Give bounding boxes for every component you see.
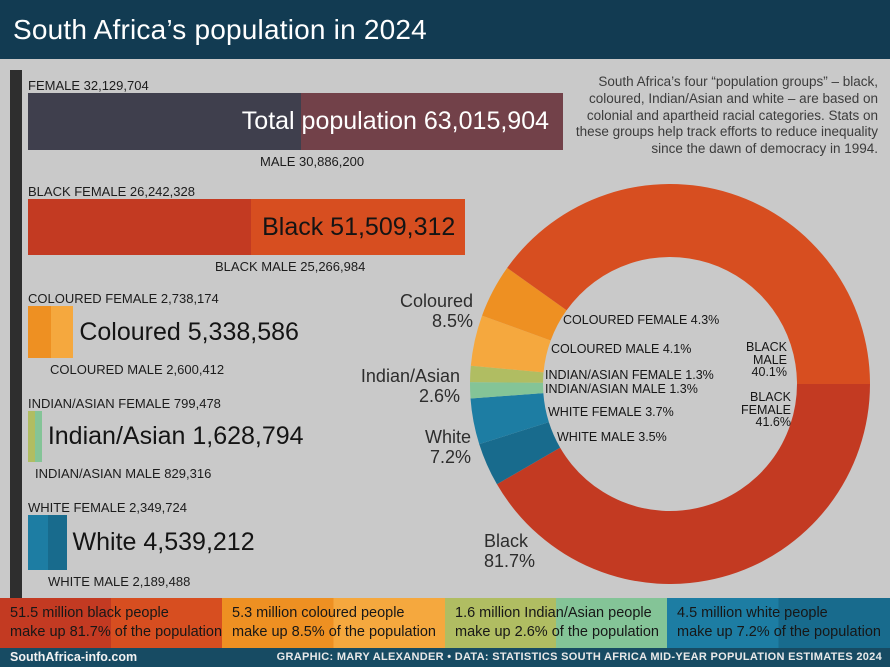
donut-label-black-male: BLACK MALE 40.1% bbox=[746, 340, 787, 379]
donut-segment-indian-asian-male bbox=[470, 382, 544, 399]
donut-segment-white-male bbox=[479, 422, 561, 485]
footer-site-link: SouthAfrica-info.com bbox=[10, 650, 138, 664]
bar-total: Total population 63,015,904 bbox=[28, 93, 563, 150]
legend-box-indian-asian: 1.6 million Indian/Asian people make up 2… bbox=[445, 598, 667, 648]
donut-segment-black-female bbox=[496, 384, 870, 584]
intro-paragraph: South Africa’s four “population groups” … bbox=[575, 74, 878, 157]
bar-coloured: Coloured 5,338,586 bbox=[28, 306, 299, 358]
bar-black: Black 51,509,312 bbox=[28, 199, 466, 255]
callout-indian-asian: Indian/Asian 2.6% bbox=[360, 366, 460, 406]
donut-segment-indian-asian-female bbox=[470, 365, 544, 383]
bar-black-female-segment bbox=[28, 199, 251, 255]
total-female-label: FEMALE 32,129,704 bbox=[28, 78, 149, 93]
legend-box-coloured: 5.3 million coloured people make up 8.5% … bbox=[222, 598, 445, 648]
indian-asian-female-label: INDIAN/ASIAN FEMALE 799,478 bbox=[28, 396, 221, 411]
bar-indian-asian-male-segment bbox=[34, 411, 42, 462]
black-male-label: BLACK MALE 25,266,984 bbox=[215, 259, 366, 274]
bar-black-value-label: Black 51,509,312 bbox=[262, 213, 456, 241]
donut-label-black-female: BLACK FEMALE 41.6% bbox=[740, 390, 791, 429]
indian-asian-male-label: INDIAN/ASIAN MALE 829,316 bbox=[35, 466, 212, 481]
legend-text-black: 51.5 million black people make up 81.7% o… bbox=[10, 605, 223, 640]
page-title: South Africa’s population in 2024 bbox=[13, 14, 427, 45]
white-male-label: WHITE MALE 2,189,488 bbox=[48, 574, 191, 589]
footer-bar: SouthAfrica-info.com GRAPHIC: MARY ALEXA… bbox=[0, 648, 890, 667]
legend-box-black: 51.5 million black people make up 81.7% o… bbox=[0, 598, 222, 648]
donut-label-white-female: WHITE FEMALE 3.7% bbox=[548, 405, 674, 419]
donut-label-indian-asian-male: INDIAN/ASIAN MALE 1.3% bbox=[545, 382, 698, 396]
bar-indian-asian: Indian/Asian 1,628,794 bbox=[28, 411, 304, 462]
bar-coloured-female-segment bbox=[28, 306, 52, 358]
callout-white: White 7.2% bbox=[424, 427, 471, 467]
donut-label-coloured-female: COLOURED FEMALE 4.3% bbox=[563, 313, 720, 327]
donut-label-indian-asian-female: INDIAN/ASIAN FEMALE 1.3% bbox=[545, 368, 714, 382]
black-female-label: BLACK FEMALE 26,242,328 bbox=[28, 184, 195, 199]
donut-label-white-male: WHITE MALE 3.5% bbox=[557, 430, 667, 444]
legend-text-white: 4.5 million white people make up 7.2% of … bbox=[677, 605, 881, 640]
footer-credit: GRAPHIC: MARY ALEXANDER • DATA: STATISTI… bbox=[276, 651, 882, 663]
donut-label-coloured-male: COLOURED MALE 4.1% bbox=[551, 342, 692, 356]
donut-segment-white-female bbox=[470, 393, 549, 445]
bar-coloured-male-segment bbox=[51, 306, 74, 358]
donut-segment-coloured-female bbox=[482, 267, 567, 341]
bar-indian-asian-value-label: Indian/Asian 1,628,794 bbox=[47, 422, 304, 450]
total-male-label: MALE 30,886,200 bbox=[260, 154, 365, 169]
bar-total-value-label: Total population 63,015,904 bbox=[241, 107, 549, 135]
bar-indian-asian-female-segment bbox=[28, 411, 35, 462]
bar-total-male-segment bbox=[300, 93, 563, 150]
donut-segment-black-male bbox=[507, 184, 870, 384]
legend-text-coloured: 5.3 million coloured people make up 8.5% … bbox=[232, 605, 436, 640]
bar-white: White 4,539,212 bbox=[28, 515, 255, 570]
coloured-male-label: COLOURED MALE 2,600,412 bbox=[50, 362, 225, 377]
legend-text-indian-asian: 1.6 million Indian/Asian people make up 2… bbox=[455, 605, 659, 640]
bar-black-male-segment bbox=[250, 199, 466, 255]
bar-coloured-value-label: Coloured 5,338,586 bbox=[79, 318, 299, 346]
callout-black: Black 81.7% bbox=[484, 531, 536, 571]
axis-strip bbox=[10, 70, 22, 598]
coloured-female-label: COLOURED FEMALE 2,738,174 bbox=[28, 291, 219, 306]
bar-white-female-segment bbox=[28, 515, 48, 570]
header-bar: South Africa’s population in 2024 bbox=[0, 0, 890, 59]
white-female-label: WHITE FEMALE 2,349,724 bbox=[28, 500, 187, 515]
donut-segment-coloured-male bbox=[470, 315, 551, 373]
legend-box-white: 4.5 million white people make up 7.2% of … bbox=[667, 598, 890, 648]
callout-coloured: Coloured 8.5% bbox=[399, 291, 473, 331]
bar-total-female-segment bbox=[28, 93, 301, 150]
bar-white-male-segment bbox=[47, 515, 67, 570]
population-donut-chart bbox=[470, 184, 870, 584]
bar-white-value-label: White 4,539,212 bbox=[72, 528, 255, 556]
